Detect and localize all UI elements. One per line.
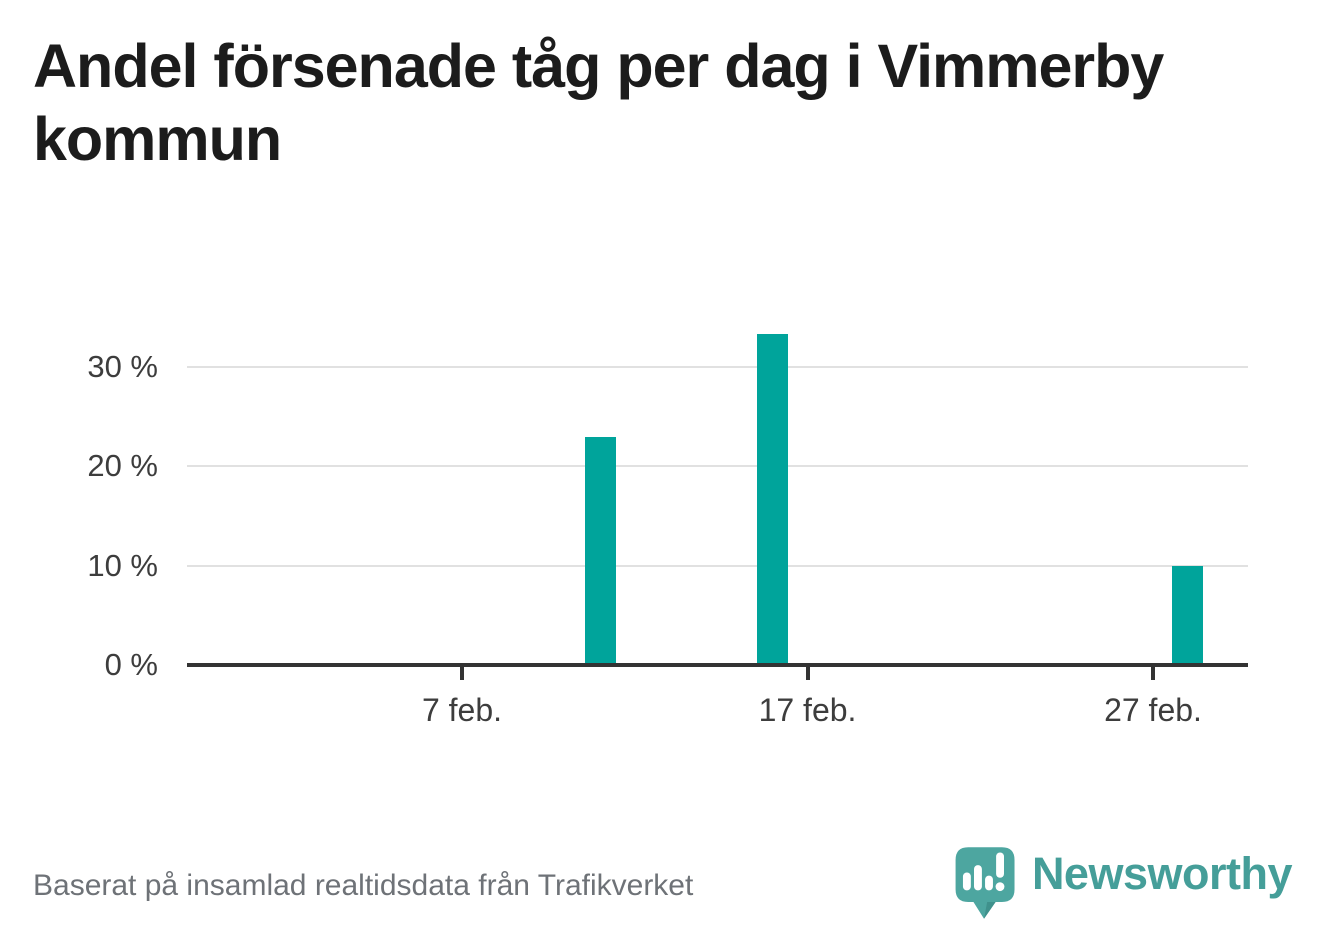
x-axis-label-27feb: 27 feb.	[1104, 692, 1202, 728]
chart-title: Andel försenade tåg per dag i Vimmerby k…	[33, 32, 1164, 173]
brand-name: Newsworthy	[1031, 848, 1293, 899]
x-axis-label-17feb: 17 feb.	[758, 692, 857, 728]
brand-lockup: Newsworthy	[952, 843, 1293, 923]
x-axis-tick-17feb	[805, 667, 810, 680]
bar-16feb	[757, 334, 789, 665]
y-axis-label-30pct: 30 %	[87, 349, 158, 385]
x-axis-tick-27feb	[1151, 667, 1155, 680]
x-axis-tick-7feb	[460, 667, 464, 680]
gridline-30pct	[187, 366, 1248, 369]
y-axis-label-0pct: 0 %	[104, 647, 158, 682]
gridline-20pct	[187, 465, 1248, 468]
gridline-10pct	[187, 564, 1248, 567]
x-axis-line	[187, 663, 1248, 667]
bar-11feb	[584, 436, 616, 665]
source-note: Baserat på insamlad realtidsdata från Tr…	[33, 869, 694, 902]
y-axis-label-10pct: 10 %	[87, 547, 158, 583]
x-axis-label-7feb: 7 feb.	[421, 692, 503, 728]
newsworthy-speech-bubble-chart-icon	[955, 847, 1015, 919]
bar-28feb	[1172, 565, 1204, 665]
y-axis-label-20pct: 20 %	[87, 448, 158, 484]
